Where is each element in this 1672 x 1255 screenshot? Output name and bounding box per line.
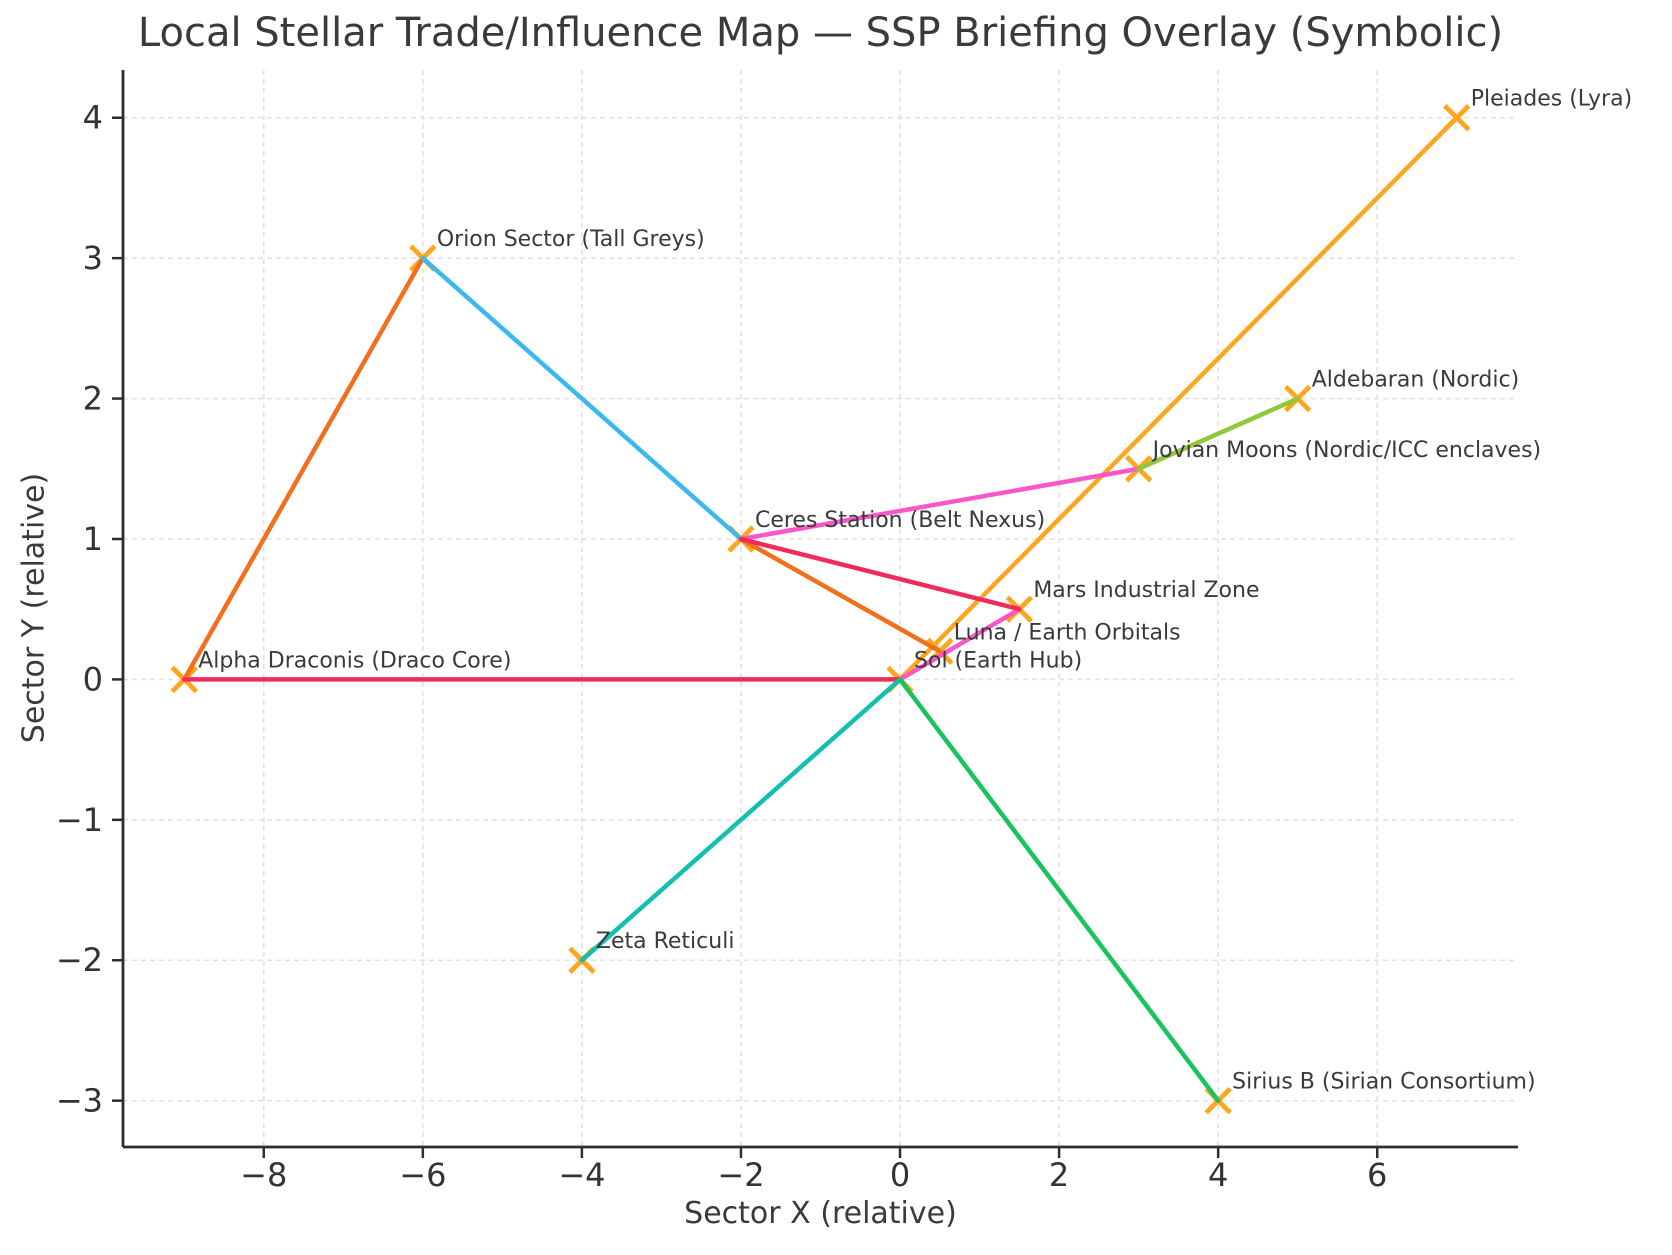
edge-line bbox=[897, 606, 1022, 682]
x-axis-label: Sector X (relative) bbox=[684, 1196, 957, 1231]
y-tick-label: −1 bbox=[56, 801, 103, 839]
node-label: Mars Industrial Zone bbox=[1033, 578, 1259, 603]
node-label: Aldebaran (Nordic) bbox=[1312, 368, 1520, 393]
node-label: Sirius B (Sirian Consortium) bbox=[1232, 1070, 1535, 1095]
y-tick-label: 2 bbox=[83, 380, 103, 418]
edge-line bbox=[738, 466, 1141, 542]
x-tick-label: −8 bbox=[240, 1156, 287, 1194]
node-label: Sol (Earth Hub) bbox=[914, 648, 1082, 673]
node-label: Orion Sector (Tall Greys) bbox=[437, 227, 705, 252]
y-tick-label: −3 bbox=[56, 1082, 103, 1120]
node-label: Alpha Draconis (Draco Core) bbox=[198, 648, 511, 673]
x-tick-label: 2 bbox=[1049, 1156, 1069, 1194]
edge-line bbox=[738, 536, 1022, 612]
y-tick-label: 4 bbox=[83, 99, 103, 137]
edge-line bbox=[738, 536, 943, 654]
edge-line bbox=[897, 677, 1221, 1103]
y-tick-label: −2 bbox=[56, 941, 103, 979]
node-label: Pleiades (Lyra) bbox=[1471, 87, 1632, 112]
edge-line bbox=[181, 255, 426, 682]
node-label: Zeta Reticuli bbox=[596, 929, 735, 954]
y-tick-label: 1 bbox=[83, 520, 103, 558]
y-axis-label: Sector Y (relative) bbox=[16, 472, 52, 744]
edge-line bbox=[1136, 396, 1300, 472]
y-tick-label: 3 bbox=[83, 239, 103, 277]
node-label: Jovian Moons (Nordic/ICC enclaves) bbox=[1151, 438, 1542, 463]
x-tick-label: −6 bbox=[399, 1156, 446, 1194]
x-tick-label: 4 bbox=[1208, 1156, 1228, 1194]
edge-line bbox=[420, 255, 744, 542]
node-label: Luna / Earth Orbitals bbox=[954, 620, 1181, 645]
edge-line bbox=[579, 677, 903, 963]
y-tick-label: 0 bbox=[83, 660, 103, 698]
x-tick-label: −2 bbox=[717, 1156, 764, 1194]
node-label: Ceres Station (Belt Nexus) bbox=[755, 508, 1045, 533]
x-tick-label: 6 bbox=[1367, 1156, 1387, 1194]
x-tick-label: −4 bbox=[558, 1156, 605, 1194]
edge-line bbox=[897, 115, 1460, 682]
chart-title: Local Stellar Trade/Influence Map — SSP … bbox=[137, 10, 1504, 56]
x-tick-label: 0 bbox=[890, 1156, 910, 1194]
